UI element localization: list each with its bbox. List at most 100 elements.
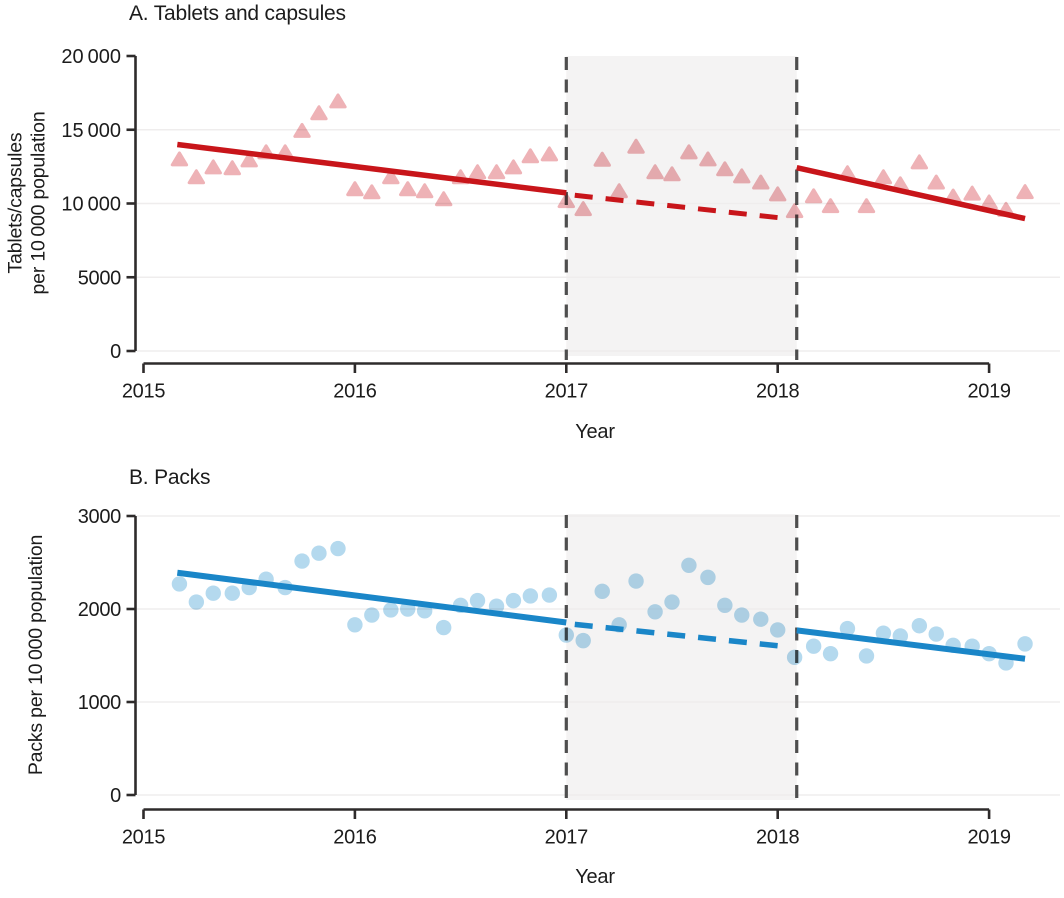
y-tick-label: 2000 — [78, 599, 121, 621]
data-point-circle — [822, 645, 839, 662]
trend-line-solid — [176, 569, 567, 626]
data-point-triangle — [785, 203, 804, 219]
data-point-triangle — [680, 144, 698, 160]
data-point-circle — [753, 611, 769, 627]
panel-b-title: B. Packs — [129, 466, 211, 489]
data-point-circle — [700, 569, 716, 586]
data-point-triangle — [329, 93, 347, 109]
data-point-circle — [558, 627, 574, 643]
data-point-triangle — [699, 151, 717, 167]
data-point-triangle — [187, 169, 206, 185]
data-point-triangle — [382, 169, 400, 185]
y-tick-label: 0 — [110, 785, 121, 807]
data-point-triangle — [468, 164, 487, 180]
data-point-triangle — [874, 169, 893, 185]
x-tick-label: 2017 — [545, 827, 588, 849]
panel-a-x-axis-label: Year — [575, 421, 615, 443]
data-point-circle — [594, 583, 610, 600]
data-point-circle — [734, 607, 750, 623]
data-point-circle — [294, 553, 310, 569]
x-tick-label: 2019 — [967, 827, 1010, 849]
data-point-circle — [805, 638, 822, 654]
data-point-circle — [575, 632, 591, 649]
data-point-triangle — [415, 183, 434, 199]
data-point-triangle — [646, 164, 664, 180]
data-point-triangle — [487, 164, 506, 180]
trend-line-solid — [796, 164, 1026, 222]
data-point-triangle — [540, 146, 559, 162]
data-point-triangle — [346, 181, 364, 197]
trend-line-solid — [176, 141, 567, 196]
x-tick-label: 2016 — [333, 381, 376, 403]
data-point-triangle — [769, 186, 787, 202]
data-point-circle — [330, 540, 346, 557]
data-point-triangle — [910, 154, 929, 170]
data-point-triangle — [733, 168, 751, 184]
y-tick-label: 3000 — [78, 506, 121, 528]
panel-a-y-axis-label-line1: Tablets/capsules — [4, 132, 27, 274]
data-point-triangle — [821, 198, 840, 214]
x-tick-label: 2018 — [756, 381, 799, 403]
y-tick-label: 5000 — [78, 267, 121, 289]
x-tick-label: 2015 — [122, 827, 165, 849]
data-point-circle — [928, 626, 944, 642]
shaded-period-band — [566, 514, 797, 800]
data-point-triangle — [504, 159, 523, 175]
data-point-triangle — [804, 188, 823, 204]
trend-line-dashed — [574, 621, 791, 650]
data-point-circle — [664, 594, 680, 610]
data-point-circle — [786, 649, 803, 666]
panel-a-title: A. Tablets and capsules — [129, 2, 346, 25]
data-point-circle — [858, 648, 875, 664]
data-point-circle — [383, 602, 399, 618]
trend-line-dashed — [574, 192, 791, 222]
data-point-triangle — [557, 193, 575, 209]
y-tick-label: 15 000 — [61, 120, 121, 142]
data-point-triangle — [593, 151, 611, 167]
data-point-circle — [875, 625, 892, 641]
data-point-triangle — [574, 201, 592, 217]
data-point-circle — [469, 592, 486, 609]
data-point-triangle — [170, 151, 189, 167]
data-point-circle — [628, 573, 644, 589]
data-point-triangle — [310, 105, 328, 121]
x-tick-label: 2017 — [545, 381, 588, 403]
data-point-circle — [770, 622, 786, 638]
data-point-triangle — [752, 174, 770, 190]
x-tick-label: 2015 — [122, 381, 165, 403]
data-point-triangle — [204, 159, 222, 175]
panel-a-y-axis-label-line2: per 10 000 population — [27, 111, 49, 295]
data-point-triangle — [363, 184, 381, 200]
data-point-circle — [205, 585, 221, 601]
data-point-circle — [541, 587, 558, 603]
data-point-triangle — [240, 152, 258, 168]
data-point-triangle — [857, 198, 876, 214]
data-point-circle — [171, 576, 188, 592]
x-tick-label: 2018 — [756, 827, 799, 849]
data-point-triangle — [1016, 184, 1034, 200]
data-point-circle — [435, 619, 452, 636]
data-point-circle — [311, 545, 327, 561]
trend-line-solid — [796, 627, 1026, 662]
data-point-circle — [505, 592, 522, 609]
data-point-triangle — [663, 166, 681, 182]
data-point-circle — [681, 557, 697, 573]
data-point-circle — [188, 594, 205, 610]
y-tick-label: 0 — [110, 341, 121, 363]
data-point-circle — [647, 604, 663, 620]
x-tick-label: 2016 — [333, 827, 376, 849]
data-point-circle — [1017, 636, 1033, 652]
data-point-triangle — [963, 185, 981, 201]
data-point-triangle — [399, 181, 417, 197]
y-tick-label: 20 000 — [61, 46, 121, 68]
data-point-triangle — [927, 174, 945, 190]
data-point-triangle — [610, 183, 628, 199]
data-point-circle — [717, 597, 733, 613]
data-point-circle — [911, 618, 928, 634]
data-point-circle — [347, 617, 363, 633]
y-tick-label: 10 000 — [61, 194, 121, 216]
data-point-circle — [522, 588, 539, 604]
panel-a-y-axis-label: Tablets/capsules per 10 000 population — [5, 112, 50, 295]
